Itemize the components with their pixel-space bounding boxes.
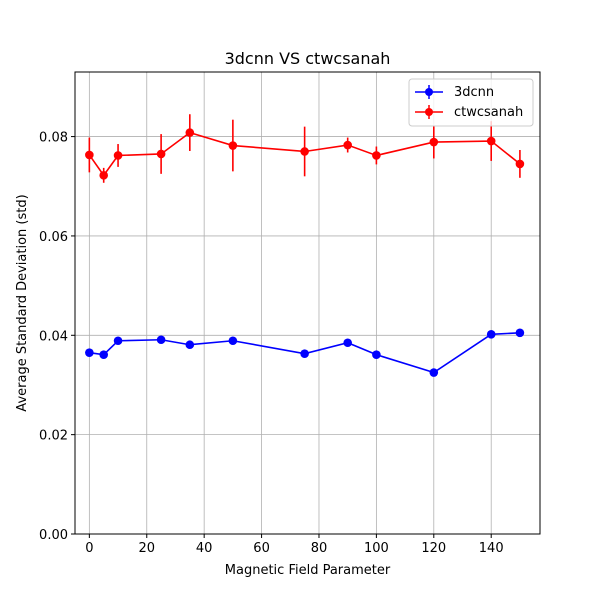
plot-frame xyxy=(74,71,541,535)
legend-marker-3dcnn xyxy=(425,88,433,96)
data-point xyxy=(185,340,195,350)
legend-label-3dcnn: 3dcnn xyxy=(454,85,494,100)
data-point xyxy=(156,149,166,159)
data-point xyxy=(85,348,94,357)
y-tick-label: 0.04 xyxy=(39,329,68,344)
data-point xyxy=(343,338,352,348)
x-tick-label: 140 xyxy=(479,541,504,556)
data-point xyxy=(85,150,94,160)
data-point xyxy=(515,159,525,169)
data-point xyxy=(228,141,238,150)
data-point xyxy=(372,350,381,359)
x-tick-label: 80 xyxy=(311,541,328,556)
legend-box xyxy=(408,78,534,127)
data-point xyxy=(99,350,109,359)
data-point xyxy=(515,328,525,338)
series-ctwcsanah xyxy=(85,114,525,183)
chart-title: 3dcnn VS ctwcsanah xyxy=(225,49,391,68)
y-tick-label: 0.02 xyxy=(39,429,68,444)
legend-marker-ctwcsanah xyxy=(425,108,433,116)
x-tick-label: 100 xyxy=(364,541,389,556)
series-3dcnn xyxy=(85,328,525,377)
data-point xyxy=(156,335,166,345)
data-point xyxy=(429,368,439,377)
legend-label-ctwcsanah: ctwcsanah xyxy=(454,105,523,120)
x-tick-label: 60 xyxy=(253,541,270,556)
x-tick-label: 40 xyxy=(196,541,213,556)
data-point xyxy=(372,151,381,160)
data-point xyxy=(486,136,496,146)
y-axis-label: Average Standard Deviation (std) xyxy=(15,194,30,411)
x-tick-label: 0 xyxy=(85,541,93,556)
legend: 3dcnn ctwcsanah xyxy=(408,78,534,127)
ticks: 0 20 40 60 80 100 120 140 0.00 0.02 0.04 0.06 0.08 xyxy=(39,131,504,556)
data-point xyxy=(113,336,123,346)
data-point xyxy=(113,151,123,160)
data-point xyxy=(99,171,109,180)
data-point xyxy=(300,147,309,156)
y-tick-label: 0.06 xyxy=(39,230,68,245)
y-tick-label: 0.08 xyxy=(39,131,68,146)
data-point xyxy=(185,128,195,137)
data-point xyxy=(343,140,352,150)
x-axis-label: Magnetic Field Parameter xyxy=(225,563,391,578)
data-point xyxy=(300,349,309,358)
x-tick-label: 20 xyxy=(138,541,155,556)
x-tick-label: 120 xyxy=(421,541,446,556)
series-layer xyxy=(85,114,525,377)
data-point xyxy=(228,336,238,346)
data-point xyxy=(486,329,496,339)
data-point xyxy=(429,137,439,147)
y-tick-label: 0.00 xyxy=(39,528,68,543)
